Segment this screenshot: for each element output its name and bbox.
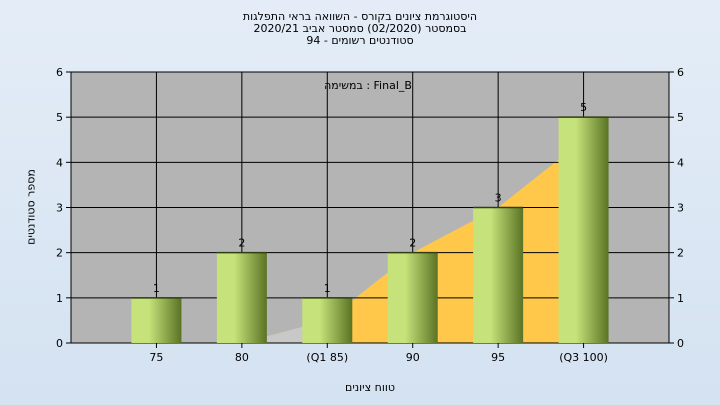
x-tick-label: 75: [149, 351, 163, 364]
x-tick-label: (Q3 100): [559, 351, 608, 364]
y-tick-label-right: 5: [677, 111, 684, 124]
y-tick-label-left: 3: [56, 202, 63, 215]
bar: [302, 297, 353, 343]
x-tick-label: 95: [491, 351, 505, 364]
y-axis-title: מספר סטודנטים: [24, 169, 38, 245]
bar: [473, 207, 524, 343]
y-tick-label-left: 4: [56, 156, 63, 169]
y-tick-label-left: 6: [56, 66, 63, 79]
y-tick-label-right: 1: [677, 292, 684, 305]
y-tick-label-left: 0: [56, 337, 63, 350]
x-tick-label: 80: [235, 351, 249, 364]
y-tick-label-left: 2: [56, 247, 63, 260]
chart-title: היסטוגרמת ציונים בקורס - השוואה בראי התפ…: [242, 10, 478, 23]
x-tick-label: 90: [406, 351, 420, 364]
y-tick-label-right: 6: [677, 66, 684, 79]
bar-data-label: 1: [324, 282, 331, 295]
bar-data-label: 2: [409, 237, 416, 250]
y-tick-label-left: 5: [56, 111, 63, 124]
chart-annotation: במשימה : Final_B: [324, 79, 412, 92]
y-tick-label-right: 2: [677, 247, 684, 260]
bar-data-label: 3: [495, 192, 502, 205]
y-tick-label-left: 1: [56, 292, 63, 305]
x-axis-title: טווח ציונים: [345, 381, 395, 394]
bar: [131, 297, 182, 343]
y-tick-label-right: 4: [677, 156, 684, 169]
chart-subtitle-1: בסמסטר (02/2020) סמסטר אביב 2020/21: [253, 22, 467, 35]
bar: [558, 117, 609, 344]
distribution-area-low: [156, 320, 328, 343]
bar-data-label: 5: [580, 101, 587, 114]
bar-data-label: 2: [238, 237, 245, 250]
x-tick-label: (Q1 85): [306, 351, 348, 364]
bar: [216, 252, 267, 343]
bar: [387, 252, 438, 343]
chart-subtitle-2: סטודנטים רשומים - 94: [306, 34, 414, 47]
y-tick-label-right: 3: [677, 202, 684, 215]
chart-titles: היסטוגרמת ציונים בקורס - השוואה בראי התפ…: [0, 11, 720, 47]
y-tick-label-right: 0: [677, 337, 684, 350]
bar-data-label: 1: [153, 282, 160, 295]
